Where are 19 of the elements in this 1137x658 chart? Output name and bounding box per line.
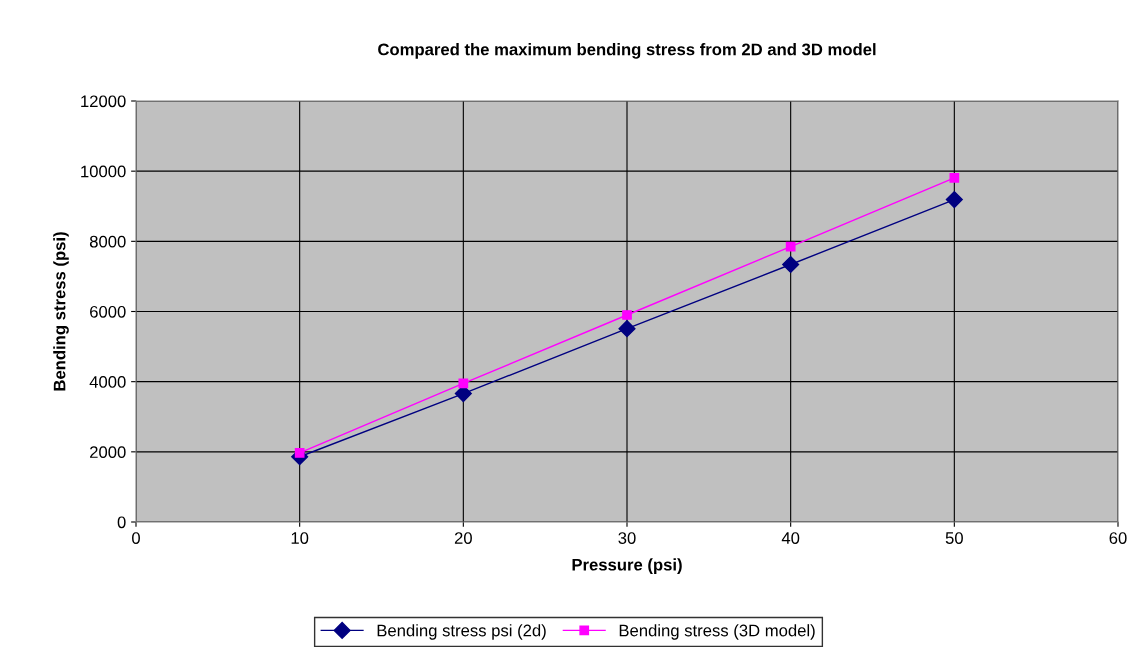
x-tick-label: 10 (291, 532, 309, 544)
y-tick-label: 2000 (90, 446, 126, 459)
x-tick-label: 60 (1109, 532, 1127, 544)
x-tick-label: 50 (945, 532, 963, 544)
y-tick-label: 12000 (81, 95, 126, 108)
x-tick-label: 30 (618, 532, 636, 544)
x-tick-label: 20 (454, 532, 472, 544)
y-axis-title: Bending stress (psi) (53, 232, 69, 391)
x-axis-title: Pressure (psi) (572, 558, 682, 574)
legend-label: Bending stress psi (2d) (377, 624, 546, 640)
chart-title: Compared the maximum bending stress from 2D and 3D model (378, 43, 876, 59)
y-tick-label: 10000 (81, 165, 126, 178)
y-tick-label: 6000 (90, 305, 126, 318)
x-tick-label: 0 (132, 532, 140, 544)
x-tick-label: 40 (781, 532, 800, 544)
y-tick-label: 8000 (89, 235, 126, 248)
legend-label: Bending stress (3D model) (619, 624, 815, 640)
y-tick-label: 4000 (89, 376, 126, 388)
y-tick-label: 0 (117, 516, 126, 529)
